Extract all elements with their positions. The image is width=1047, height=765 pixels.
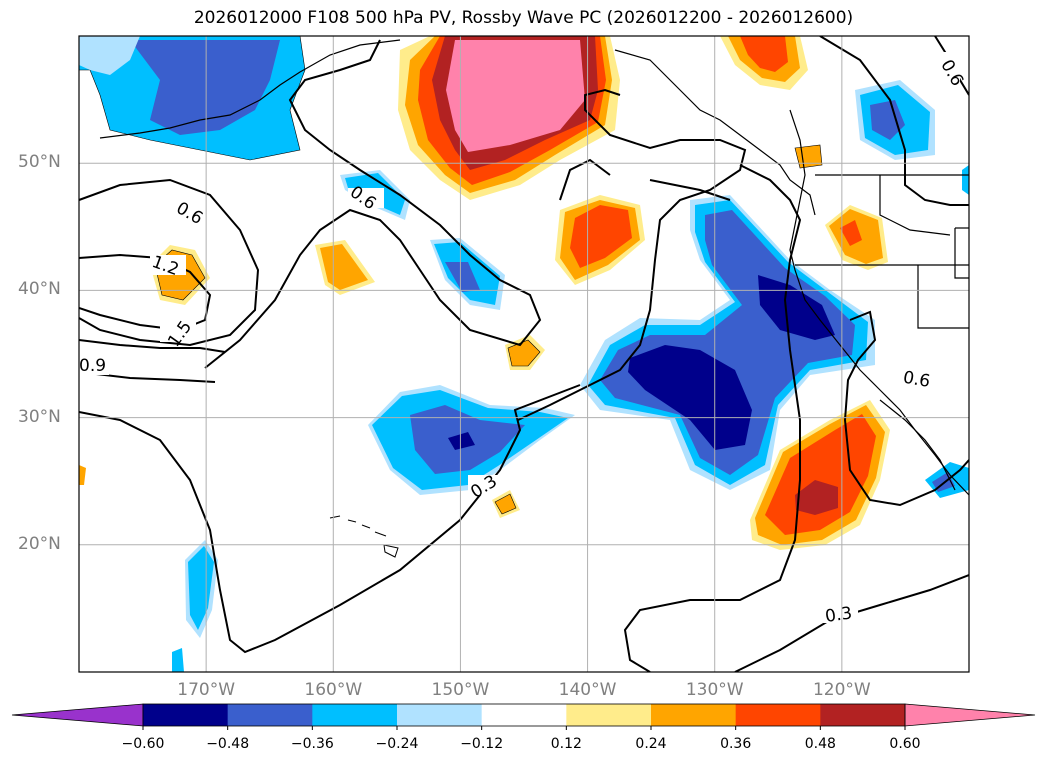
hawaii-islands [329, 515, 399, 558]
colorbar-segment [481, 704, 567, 726]
colorbar-segment [397, 704, 483, 726]
pv-contours [79, 36, 969, 672]
colorbar-tick-label: −0.12 [460, 736, 504, 752]
latitude-tick-label: 20°N [18, 533, 61, 554]
colorbar-tick-label: −0.36 [290, 736, 334, 752]
longitude-tick-label: 150°W [431, 680, 490, 700]
colorbar-tick-label: 0.12 [550, 736, 582, 752]
colorbar-segment [820, 704, 906, 726]
map-frame [78, 35, 970, 673]
longitude-tick-label: 140°W [558, 680, 617, 700]
colorbar [11, 703, 1036, 730]
gridlines [79, 36, 969, 672]
latitude-tick-label: 40°N [18, 279, 61, 300]
colorbar-tick-label: −0.60 [121, 736, 165, 752]
longitude-tick-label: 170°W [177, 680, 236, 700]
colorbar-segment [735, 704, 821, 726]
figure-title: 2026012000 F108 500 hPa PV, Rossby Wave … [193, 8, 854, 28]
colorbar-tick-label: −0.24 [375, 736, 419, 752]
colorbar-segment [651, 704, 737, 726]
latitude-tick-label: 50°N [18, 152, 61, 173]
coastlines [99, 39, 969, 496]
colorbar-segment [143, 704, 229, 726]
contour-label: 0.9 [79, 356, 106, 376]
colorbar-tick-label: 0.24 [635, 736, 667, 752]
pv-shading [79, 36, 969, 672]
colorbar-frame [142, 703, 906, 727]
longitude-tick-label: 160°W [304, 680, 363, 700]
colorbar-segment [566, 704, 652, 726]
colorbar-segment [227, 704, 313, 726]
colorbar-tick-label: 0.48 [804, 736, 836, 752]
longitude-tick-label: 130°W [685, 680, 744, 700]
longitude-tick-label: 120°W [812, 680, 871, 700]
colorbar-extend-min [11, 703, 144, 727]
contour-label: 0.3 [824, 603, 854, 627]
contour-label-group: 0.3 0.3 0.6 0.6 0.6 0.6 0.9 1.2 1.5 [79, 52, 967, 627]
colorbar-extend-max [904, 703, 1036, 727]
colorbar-segment [312, 704, 398, 726]
colorbar-tick-label: −0.48 [206, 736, 250, 752]
colorbar-tick-label: 0.60 [889, 736, 921, 752]
latitude-tick-label: 30°N [18, 406, 61, 427]
contour-label: 0.6 [901, 368, 931, 392]
colorbar-tick-label: 0.36 [720, 736, 752, 752]
